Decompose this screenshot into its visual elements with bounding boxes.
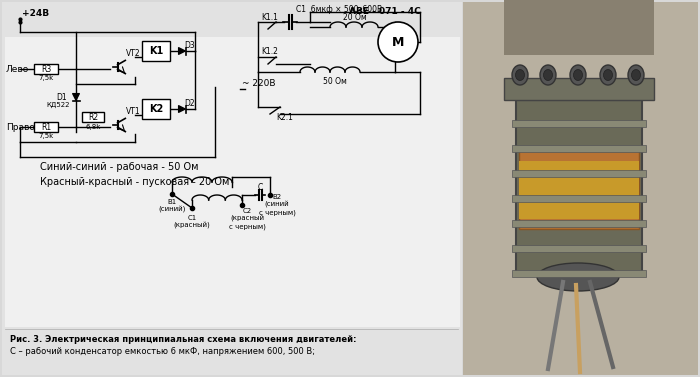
Text: VT2: VT2 xyxy=(126,49,140,58)
Ellipse shape xyxy=(570,65,586,85)
Bar xyxy=(34,122,58,132)
Ellipse shape xyxy=(603,69,612,81)
Text: R2: R2 xyxy=(88,112,98,121)
Ellipse shape xyxy=(537,263,619,291)
Text: Право: Право xyxy=(6,123,35,132)
Text: 7,5k: 7,5k xyxy=(38,133,54,139)
Bar xyxy=(519,149,639,229)
Text: 7,5k: 7,5k xyxy=(38,75,54,81)
Circle shape xyxy=(378,22,418,62)
Text: D2: D2 xyxy=(185,98,195,107)
Text: C: C xyxy=(258,182,262,192)
Text: ~ 220В: ~ 220В xyxy=(242,80,276,89)
Ellipse shape xyxy=(512,65,528,85)
Text: R1: R1 xyxy=(41,123,51,132)
Polygon shape xyxy=(178,106,186,112)
Polygon shape xyxy=(73,93,80,101)
Bar xyxy=(504,0,654,55)
Ellipse shape xyxy=(628,65,644,85)
Bar xyxy=(512,220,646,227)
Text: K1: K1 xyxy=(149,46,163,56)
Bar xyxy=(5,37,460,327)
Text: Рис. 3. Электрическая принципиальная схема включения двигателей:: Рис. 3. Электрическая принципиальная схе… xyxy=(10,336,356,345)
Text: C1
(красный): C1 (красный) xyxy=(174,215,211,229)
Ellipse shape xyxy=(540,65,556,85)
Text: D3: D3 xyxy=(185,40,195,49)
Text: 20 Ом: 20 Ом xyxy=(343,12,367,21)
Text: C1  6мкф × 500–600В: C1 6мкф × 500–600В xyxy=(296,6,382,14)
Text: 6,8k: 6,8k xyxy=(85,124,101,130)
Ellipse shape xyxy=(573,69,582,81)
Text: K1.2: K1.2 xyxy=(262,46,279,55)
Text: K2: K2 xyxy=(149,104,163,114)
Bar xyxy=(512,245,646,252)
Ellipse shape xyxy=(600,65,616,85)
Bar xyxy=(463,2,698,375)
Text: C2
(красный
с черным): C2 (красный с черным) xyxy=(229,208,265,230)
Bar xyxy=(512,170,646,177)
Text: B2
(синий
с черным): B2 (синий с черным) xyxy=(258,194,295,216)
Bar xyxy=(34,64,58,74)
Bar xyxy=(516,100,642,275)
Bar xyxy=(512,195,646,202)
Text: 50 Ом: 50 Ом xyxy=(323,78,347,86)
Ellipse shape xyxy=(515,69,524,81)
Text: M: M xyxy=(392,35,404,49)
Text: Синий-синий - рабочая - 50 Ом: Синий-синий - рабочая - 50 Ом xyxy=(40,162,199,172)
Bar xyxy=(142,41,170,61)
Bar xyxy=(519,161,639,219)
Bar xyxy=(504,78,654,100)
Text: R3: R3 xyxy=(41,64,51,74)
Bar xyxy=(2,2,462,375)
Ellipse shape xyxy=(543,69,552,81)
Text: С – рабочий конденсатор емкостью 6 мкФ, напряжением 600, 500 В;: С – рабочий конденсатор емкостью 6 мкФ, … xyxy=(10,348,315,357)
Bar xyxy=(82,112,104,122)
Text: K1.1: K1.1 xyxy=(262,12,279,21)
Text: VT1: VT1 xyxy=(126,107,140,116)
Bar xyxy=(512,120,646,127)
Polygon shape xyxy=(178,48,186,55)
Bar xyxy=(512,270,646,277)
Text: Красный-красный - пусковая - 20 Ом: Красный-красный - пусковая - 20 Ом xyxy=(40,177,230,187)
Text: D1: D1 xyxy=(57,92,67,101)
Text: AВЕ - 071 - 4С: AВЕ - 071 - 4С xyxy=(349,8,421,17)
Ellipse shape xyxy=(631,69,640,81)
Text: КД522: КД522 xyxy=(46,102,70,108)
Bar xyxy=(142,99,170,119)
Text: B1
(синий): B1 (синий) xyxy=(158,199,186,213)
Bar xyxy=(512,145,646,152)
Text: Лево: Лево xyxy=(6,64,29,74)
Text: +24В: +24В xyxy=(22,9,49,18)
Text: K2.1: K2.1 xyxy=(276,112,293,121)
